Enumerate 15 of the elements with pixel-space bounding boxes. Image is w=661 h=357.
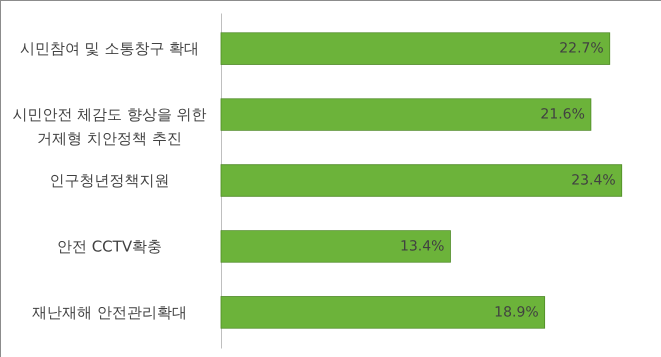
bar <box>220 98 592 131</box>
bar <box>220 230 451 263</box>
data-label: 21.6% <box>540 106 585 123</box>
y-tick-label: 시민참여 및 소통창구 확대 <box>20 40 200 58</box>
bar <box>220 296 546 329</box>
data-label: 23.4% <box>571 172 616 188</box>
y-tick-label: 재난재해 안전관리확대 <box>32 303 187 322</box>
y-tick-label: 인구청년정책지원 <box>50 172 170 190</box>
bar <box>220 32 610 65</box>
y-tick-label: 시민안전 체감도 향상을 위한 거제형 치안정책 추진 <box>12 106 207 148</box>
data-label: 22.7% <box>559 40 604 57</box>
y-tick-label: 안전 CCTV확충 <box>56 237 162 256</box>
data-label: 18.9% <box>494 304 539 320</box>
bar <box>220 164 622 197</box>
data-label: 13.4% <box>400 238 444 254</box>
